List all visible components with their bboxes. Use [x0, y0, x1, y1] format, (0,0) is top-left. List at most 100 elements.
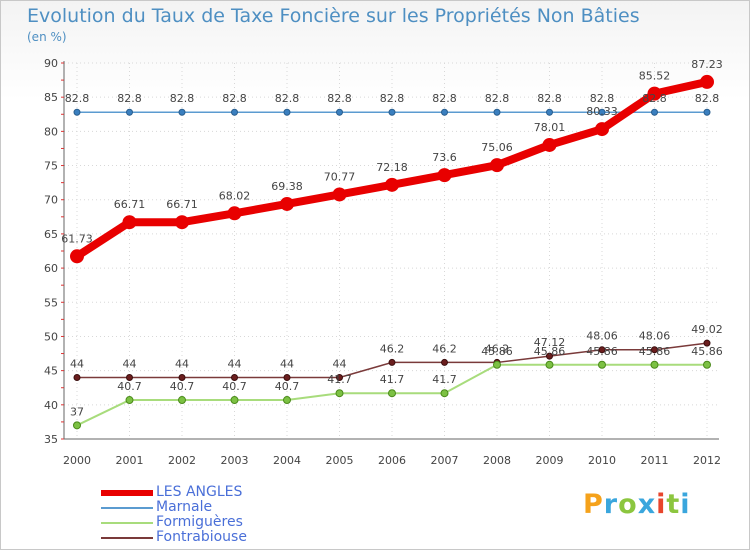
data-point [231, 373, 238, 381]
data-point [493, 108, 501, 116]
x-tick-label: 2002 [168, 454, 196, 467]
logo-letter: t [666, 489, 681, 520]
legend-label: Formiguères [156, 514, 243, 530]
x-tick-label: 2012 [693, 454, 721, 467]
data-label: 82.8 [695, 92, 720, 105]
y-tick-label: 55 [44, 296, 58, 309]
data-point [703, 108, 711, 116]
data-point [598, 108, 606, 116]
data-label: 44 [228, 357, 242, 370]
data-label: 45.86 [534, 345, 566, 358]
data-label: 46.2 [485, 342, 510, 355]
logo-letter: o [618, 489, 638, 520]
legend-label: LES ANGLES [156, 484, 243, 500]
data-label: 40.7 [170, 380, 195, 393]
y-tick-label: 65 [44, 228, 58, 241]
data-point [178, 373, 186, 381]
data-label: 41.7 [432, 373, 457, 386]
data-point [73, 421, 81, 430]
logo-letter: x [637, 489, 657, 520]
data-point [650, 360, 659, 369]
data-point [126, 108, 133, 116]
legend-label: Marnale [156, 499, 213, 515]
y-tick-label: 85 [44, 91, 58, 104]
data-label: 82.8 [642, 92, 667, 105]
data-point [231, 108, 238, 116]
data-point [332, 187, 347, 202]
data-point [651, 346, 658, 354]
proxiti-logo: Proxiti [583, 489, 691, 520]
data-label: 66.71 [114, 198, 146, 211]
data-label: 40.7 [117, 380, 142, 393]
data-label: 44 [70, 357, 84, 370]
data-point [703, 360, 711, 369]
data-point [122, 215, 137, 230]
data-label: 82.8 [170, 92, 195, 105]
data-label: 45.86 [691, 345, 723, 358]
data-label: 44 [123, 357, 137, 370]
data-label: 45.86 [586, 345, 618, 358]
data-label: 72.18 [376, 161, 408, 174]
data-point [335, 389, 344, 398]
data-label: 78.01 [534, 121, 566, 134]
data-label: 66.71 [166, 198, 198, 211]
data-label: 82.8 [590, 92, 615, 105]
logo-letter: r [603, 489, 619, 520]
x-tick-label: 2003 [221, 454, 249, 467]
legend-swatch [101, 537, 153, 539]
data-label: 82.8 [65, 92, 90, 105]
data-point [230, 396, 239, 405]
data-point [178, 108, 186, 116]
x-tick-label: 2009 [536, 454, 564, 467]
legend-swatch [101, 490, 153, 496]
data-label: 44 [175, 357, 189, 370]
data-label: 37 [70, 405, 84, 418]
data-point [542, 137, 557, 152]
data-point [283, 396, 291, 405]
data-label: 82.8 [380, 92, 405, 105]
data-point [385, 177, 399, 192]
x-tick-label: 2008 [483, 454, 511, 467]
data-label: 73.6 [432, 151, 457, 164]
data-point [595, 122, 609, 137]
data-point [388, 108, 396, 116]
data-label: 82.8 [432, 92, 457, 105]
y-tick-label: 60 [44, 262, 58, 275]
data-point [598, 360, 606, 369]
data-label: 75.06 [481, 141, 513, 154]
data-label: 44 [333, 357, 347, 370]
unit-label: (en %) [27, 30, 67, 44]
data-point [126, 373, 133, 381]
data-point [70, 249, 84, 264]
data-label: 47.12 [534, 336, 566, 349]
data-label: 82.8 [485, 92, 510, 105]
data-label: 45.86 [639, 345, 671, 358]
x-tick-label: 2007 [431, 454, 459, 467]
logo-letter: i [656, 489, 667, 520]
data-point [493, 360, 501, 369]
y-tick-label: 40 [44, 399, 58, 412]
data-point [73, 108, 81, 116]
data-label: 69.38 [271, 180, 303, 193]
chart-title: Evolution du Taux de Taxe Foncière sur l… [27, 5, 640, 27]
data-label: 41.7 [380, 373, 405, 386]
data-label: 40.7 [222, 380, 247, 393]
data-point [700, 74, 714, 89]
data-label: 44 [280, 357, 294, 370]
data-label: 82.8 [222, 92, 247, 105]
series-formiguères [73, 360, 711, 430]
data-point [388, 389, 396, 398]
data-point [178, 396, 186, 405]
data-label: 45.86 [481, 345, 513, 358]
data-label: 82.8 [117, 92, 142, 105]
data-point [280, 196, 294, 211]
legend-swatch [101, 522, 153, 524]
y-tick-label: 90 [44, 57, 58, 70]
data-label: 49.02 [691, 323, 723, 336]
data-label: 48.06 [639, 330, 671, 343]
x-tick-label: 2011 [641, 454, 669, 467]
data-point [546, 108, 553, 116]
data-label: 80.33 [586, 105, 618, 118]
data-label: 46.2 [432, 342, 457, 355]
x-tick-label: 2000 [63, 454, 91, 467]
